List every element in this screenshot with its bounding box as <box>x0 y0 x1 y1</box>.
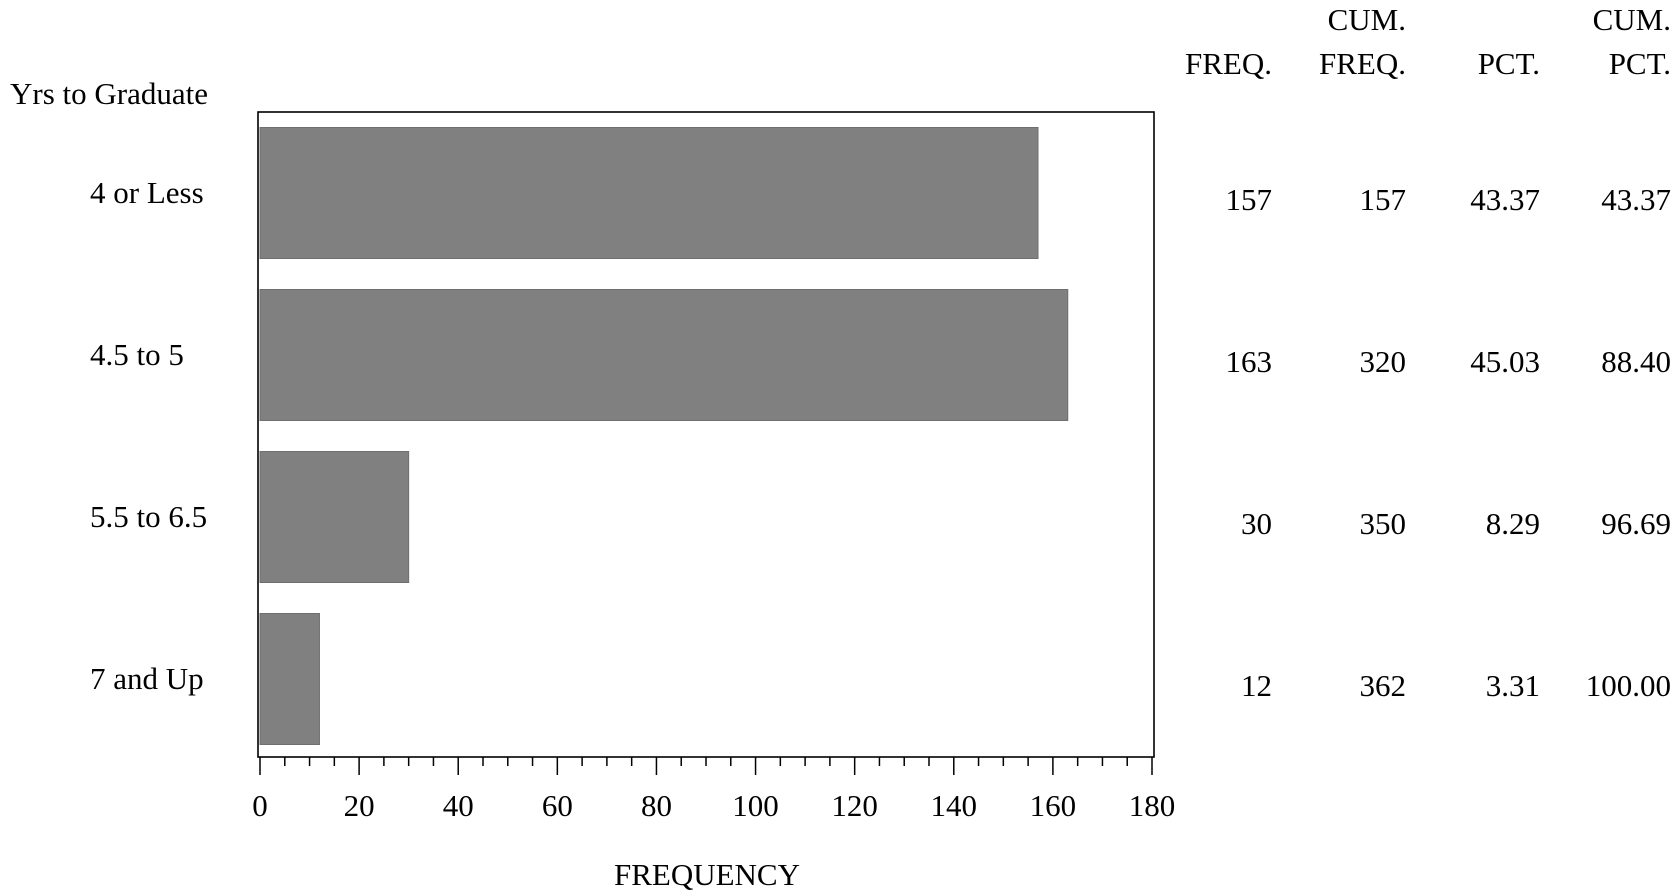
bar-2 <box>259 451 410 583</box>
table-cell: 320 <box>1360 344 1407 379</box>
x-tick-label: 20 <box>344 788 375 823</box>
category-label: 4.5 to 5 <box>90 337 184 372</box>
x-tick-label: 140 <box>931 788 978 823</box>
x-tick-label: 100 <box>732 788 779 823</box>
bar-3 <box>259 613 320 745</box>
category-label: 7 and Up <box>90 661 204 696</box>
x-tick-label: 0 <box>252 788 268 823</box>
x-axis: 0 20 40 60 80 100 120 140 160 180 <box>252 757 1175 823</box>
table-cell: 30 <box>1241 506 1272 541</box>
x-tick-label: 40 <box>443 788 474 823</box>
table-cell: 350 <box>1360 506 1407 541</box>
table-cell: 100.00 <box>1586 668 1671 703</box>
table-cell: 362 <box>1360 668 1407 703</box>
table-header: PCT. <box>1609 46 1671 81</box>
table-header: FREQ. <box>1185 46 1272 81</box>
bar-0 <box>259 127 1039 259</box>
bar-1 <box>259 289 1069 421</box>
table-cell: 88.40 <box>1601 344 1671 379</box>
statistics-table: FREQ. CUM. FREQ. PCT. CUM. PCT. 157 157 43.37 43.… <box>1185 2 1671 703</box>
table-cell: 43.37 <box>1601 182 1671 217</box>
table-cell: 3.31 <box>1486 668 1540 703</box>
table-header-line1: CUM. <box>1593 2 1671 37</box>
table-cell: 157 <box>1360 182 1407 217</box>
table-cell: 163 <box>1226 344 1273 379</box>
table-cell: 45.03 <box>1470 344 1540 379</box>
x-tick-label: 80 <box>641 788 672 823</box>
category-labels-group: 4 or Less 4.5 to 5 5.5 to 6.5 7 and Up <box>90 175 207 696</box>
table-header: PCT. <box>1478 46 1540 81</box>
table-cell: 12 <box>1241 668 1272 703</box>
category-label: 4 or Less <box>90 175 204 210</box>
x-axis-label: FREQUENCY <box>614 857 800 890</box>
category-label: 5.5 to 6.5 <box>90 499 207 534</box>
x-tick-label: 120 <box>831 788 878 823</box>
x-tick-label: 60 <box>542 788 573 823</box>
table-header-line1: CUM. <box>1328 2 1406 37</box>
table-header: FREQ. <box>1319 46 1406 81</box>
category-axis-label: Yrs to Graduate <box>10 76 208 111</box>
table-cell: 8.29 <box>1486 506 1540 541</box>
table-cell: 43.37 <box>1470 182 1540 217</box>
bars-group <box>259 127 1069 745</box>
x-tick-label: 180 <box>1129 788 1176 823</box>
x-tick-label: 160 <box>1030 788 1077 823</box>
table-cell: 157 <box>1226 182 1273 217</box>
table-cell: 96.69 <box>1601 506 1671 541</box>
